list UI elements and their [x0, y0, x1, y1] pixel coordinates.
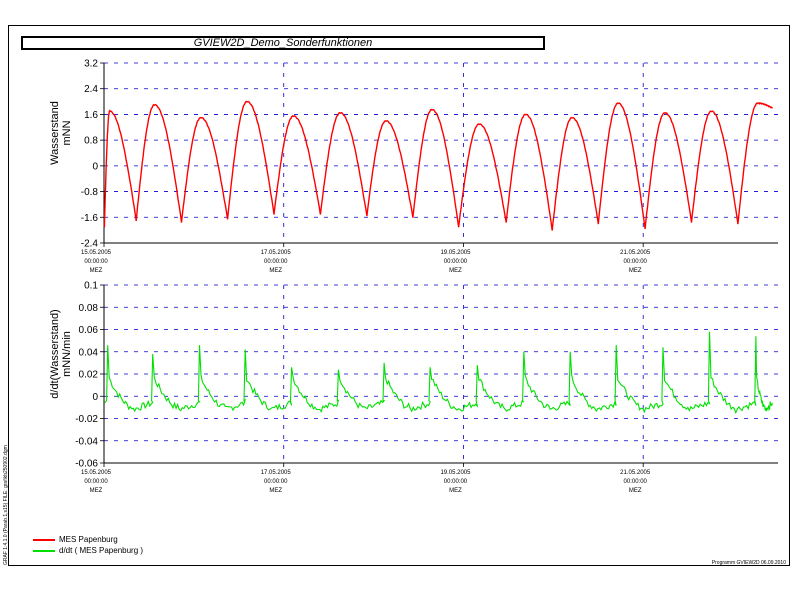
x-tick-label: MEZ	[449, 268, 462, 274]
x-tick-label: 21.05.2005	[620, 470, 651, 476]
y-tick-label: 0.8	[84, 136, 98, 147]
legend-swatch-red	[33, 539, 55, 541]
y-tick-label: -0.06	[75, 459, 98, 470]
x-tick-label: MEZ	[90, 488, 103, 494]
y-tick-label: 2.4	[84, 84, 98, 95]
x-tick-label: 15.05.2005	[81, 470, 112, 476]
legend-label: MES Papenburg	[59, 535, 118, 544]
side-note: GRAF 1:4,1.0 (Parab.1,s15) FILE: grafikb…	[3, 445, 9, 565]
y-tick-label: 0.06	[79, 325, 99, 336]
y-tick-label: -0.04	[75, 436, 98, 447]
y-tick-label: -0.02	[75, 414, 98, 425]
x-tick-label: 00:00:00	[264, 259, 288, 265]
footer-program-info: Programm GVIEW2D 06.09.2010	[711, 560, 786, 566]
x-tick-label: 00:00:00	[444, 479, 468, 485]
x-tick-label: 17.05.2005	[261, 470, 292, 476]
y-tick-label: -2.4	[81, 239, 99, 250]
legend-item-derivative: d/dt ( MES Papenburg )	[33, 545, 143, 556]
x-tick-label: 19.05.2005	[440, 250, 471, 256]
x-tick-label: 00:00:00	[444, 259, 468, 265]
y-tick-label: 0.08	[79, 303, 99, 314]
y-tick-label: 0	[92, 392, 98, 403]
x-tick-label: 00:00:00	[84, 479, 108, 485]
y-tick-label: -1.6	[81, 213, 99, 224]
y-axis-label: Wasserstand	[49, 101, 61, 165]
x-tick-label: 15.05.2005	[81, 250, 112, 256]
x-tick-label: 00:00:00	[624, 259, 648, 265]
y-tick-label: 0	[92, 161, 98, 172]
series-water-level-line	[103, 100, 774, 231]
x-tick-label: 00:00:00	[624, 479, 648, 485]
legend-swatch-green	[33, 550, 55, 552]
y-tick-label: 0.1	[84, 281, 98, 292]
chart-title: GVIEW2D_Demo_Sonderfunktionen	[21, 36, 545, 50]
x-tick-label: 00:00:00	[84, 259, 108, 265]
y-axis-unit: mNN/min	[61, 331, 73, 377]
chart-frame	[8, 25, 790, 566]
x-tick-label: MEZ	[269, 268, 282, 274]
x-tick-label: 19.05.2005	[440, 470, 471, 476]
x-tick-label: MEZ	[90, 268, 103, 274]
legend-label: d/dt ( MES Papenburg )	[59, 546, 144, 555]
series-derivative-line	[104, 331, 773, 415]
x-tick-label: 21.05.2005	[620, 250, 651, 256]
x-tick-label: 17.05.2005	[261, 250, 292, 256]
y-tick-label: 3.2	[84, 59, 98, 70]
x-tick-label: 00:00:00	[264, 479, 288, 485]
x-tick-label: MEZ	[629, 268, 642, 274]
y-axis-unit: mNN	[61, 120, 73, 145]
y-axis-label: d/dt(Wasserstand)	[49, 309, 61, 398]
y-tick-label: 0.02	[79, 370, 99, 381]
y-tick-label: 1.6	[84, 110, 98, 121]
y-tick-label: 0.04	[79, 347, 99, 358]
x-tick-label: MEZ	[269, 488, 282, 494]
y-tick-label: -0.8	[81, 187, 99, 198]
legend: MES Papenburg d/dt ( MES Papenburg )	[33, 534, 143, 556]
x-tick-label: MEZ	[629, 488, 642, 494]
legend-item-water-level: MES Papenburg	[33, 534, 143, 545]
x-tick-label: MEZ	[449, 488, 462, 494]
